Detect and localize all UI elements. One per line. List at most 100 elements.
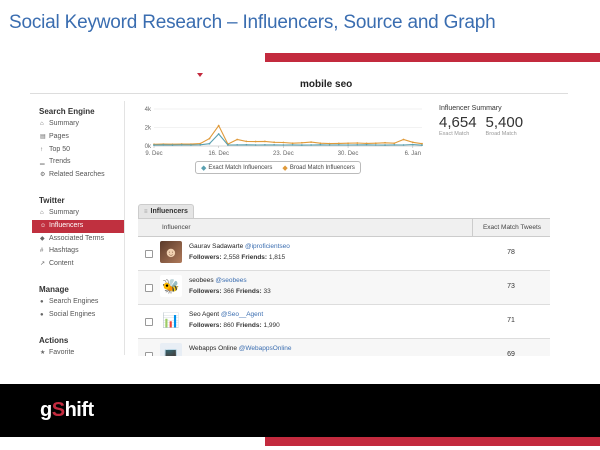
sidebar-item-top-50[interactable]: ↑ Top 50	[32, 144, 124, 157]
legend-marker-icon: ◆	[201, 164, 207, 172]
table-row[interactable]: 🐝 seobees @seobees Followers: 366 Friends:…	[138, 271, 550, 305]
influencer-stats: Followers: 2,558 Friends: 1,815	[189, 254, 285, 261]
sidebar-item-trends[interactable]: ▁ Trends	[32, 156, 124, 169]
sidebar-item-summary[interactable]: ⌂ Summary	[32, 207, 124, 220]
data-point[interactable]	[356, 142, 359, 144]
data-point[interactable]	[300, 144, 303, 146]
data-point[interactable]	[411, 143, 414, 146]
data-point[interactable]	[319, 142, 322, 145]
row-checkbox[interactable]	[145, 284, 153, 292]
data-point[interactable]	[402, 138, 405, 141]
data-point[interactable]	[402, 144, 405, 146]
data-point[interactable]	[328, 144, 331, 146]
table-row[interactable]: ☻ Gaurav Sadawarte @iproficientseo Followe…	[138, 237, 550, 271]
data-point[interactable]	[180, 143, 183, 146]
data-point[interactable]	[263, 143, 266, 146]
row-checkbox[interactable]	[145, 352, 153, 356]
data-point[interactable]	[236, 138, 239, 141]
data-point[interactable]	[291, 143, 294, 146]
data-point[interactable]	[263, 140, 266, 143]
data-point[interactable]	[319, 143, 322, 146]
influencer-handle-link[interactable]: @WebappsOnline	[238, 345, 292, 352]
influencer-handle-link[interactable]: @Seo__Agent	[220, 311, 264, 318]
influencer-handle-link[interactable]: @seobees	[215, 277, 247, 284]
data-point[interactable]	[199, 143, 202, 146]
y-tick-label: 4k	[145, 107, 152, 113]
column-header-tweets[interactable]: Exact Match Tweets	[472, 219, 550, 236]
data-point[interactable]	[365, 142, 368, 145]
data-point[interactable]	[347, 144, 349, 146]
column-header-influencer[interactable]: Influencer	[162, 224, 191, 231]
data-point[interactable]	[190, 144, 192, 146]
table-row[interactable]: 💻Webapps Online @WebappsOnlineFollowers:…	[138, 339, 550, 356]
data-point[interactable]	[337, 142, 340, 145]
data-point[interactable]	[393, 143, 396, 146]
sidebar-item-summary[interactable]: ⌂ Summary	[32, 118, 124, 131]
sidebar-item-social-engines[interactable]: ● Social Engines	[32, 309, 124, 322]
dropdown-caret-icon[interactable]	[197, 73, 203, 77]
data-point[interactable]	[300, 141, 303, 144]
sidebar-item-hashtags[interactable]: # Hashtags	[32, 245, 124, 258]
data-point[interactable]	[273, 141, 276, 144]
data-point[interactable]	[393, 142, 396, 145]
influencer-handle-link[interactable]: @iproficientseo	[245, 243, 290, 250]
data-point[interactable]	[310, 141, 313, 144]
data-point[interactable]	[245, 140, 248, 143]
data-point[interactable]	[217, 124, 220, 127]
data-point[interactable]	[208, 142, 211, 145]
data-point[interactable]	[254, 140, 257, 143]
bar-graph-icon[interactable]: 📊	[160, 309, 182, 331]
row-checkbox[interactable]	[145, 318, 153, 326]
data-point[interactable]	[282, 144, 285, 146]
data-point[interactable]	[236, 143, 239, 146]
data-point[interactable]	[421, 144, 423, 147]
influencer-stats: Followers: 366 Friends: 33	[189, 288, 271, 295]
sidebar-item-influencers[interactable]: ☺ Influencers	[32, 219, 124, 233]
influencer-name: seobees	[189, 277, 214, 284]
data-point[interactable]	[310, 144, 313, 146]
data-point[interactable]	[208, 137, 211, 140]
data-point[interactable]	[162, 143, 165, 146]
data-point[interactable]	[245, 143, 248, 146]
table-row[interactable]: 📊 Seo Agent @Seo__Agent Followers: 860 Fri…	[138, 305, 550, 339]
data-point[interactable]	[411, 141, 414, 144]
bee-icon[interactable]: 🐝	[160, 275, 182, 297]
series-line-exact[interactable]	[153, 133, 423, 146]
sidebar-item-pages[interactable]: ▤ Pages	[32, 131, 124, 144]
sidebar-item-favorite[interactable]: ★ Favorite	[32, 347, 124, 355]
data-point[interactable]	[328, 142, 331, 145]
data-point[interactable]	[217, 133, 220, 135]
data-point[interactable]	[273, 143, 276, 146]
data-point[interactable]	[356, 143, 359, 146]
sidebar-item-associated-terms[interactable]: ◆ Associated Terms	[32, 233, 124, 246]
data-point[interactable]	[153, 144, 155, 146]
data-point[interactable]	[337, 143, 340, 146]
data-point[interactable]	[384, 141, 386, 144]
sidebar-item-label: Trends	[49, 158, 71, 166]
person-photo-icon[interactable]: ☻	[160, 241, 182, 263]
logo-part: hift	[64, 399, 95, 421]
data-point[interactable]	[384, 144, 386, 146]
row-checkbox[interactable]	[145, 250, 153, 258]
link-icon: ↗	[40, 261, 46, 268]
data-point[interactable]	[254, 144, 257, 146]
legend-item-exact[interactable]: ◆ Exact Match Influencers	[201, 164, 272, 172]
sidebar-item-label: Top 50	[49, 145, 71, 153]
data-point[interactable]	[374, 142, 377, 145]
data-point[interactable]	[374, 144, 377, 146]
data-point[interactable]	[421, 142, 423, 145]
legend-item-broad[interactable]: ◆ Broad Match Influencers	[282, 164, 354, 172]
tab-influencers[interactable]: ≡ Influencers	[138, 204, 194, 218]
sidebar-item-related-searches[interactable]: ⚙ Related Searches	[32, 169, 124, 182]
laptop-icon[interactable]: 💻	[160, 343, 182, 356]
data-point[interactable]	[347, 142, 349, 145]
data-point[interactable]	[365, 143, 368, 146]
data-point[interactable]	[291, 142, 294, 145]
data-point[interactable]	[171, 144, 174, 146]
data-point[interactable]	[227, 144, 229, 146]
sidebar-item-content[interactable]: ↗ Content	[32, 258, 124, 271]
data-point[interactable]	[282, 141, 285, 144]
star-icon: ★	[40, 349, 46, 355]
series-line-broad[interactable]	[153, 124, 423, 145]
sidebar-item-search-engines[interactable]: ● Search Engines	[32, 296, 124, 309]
